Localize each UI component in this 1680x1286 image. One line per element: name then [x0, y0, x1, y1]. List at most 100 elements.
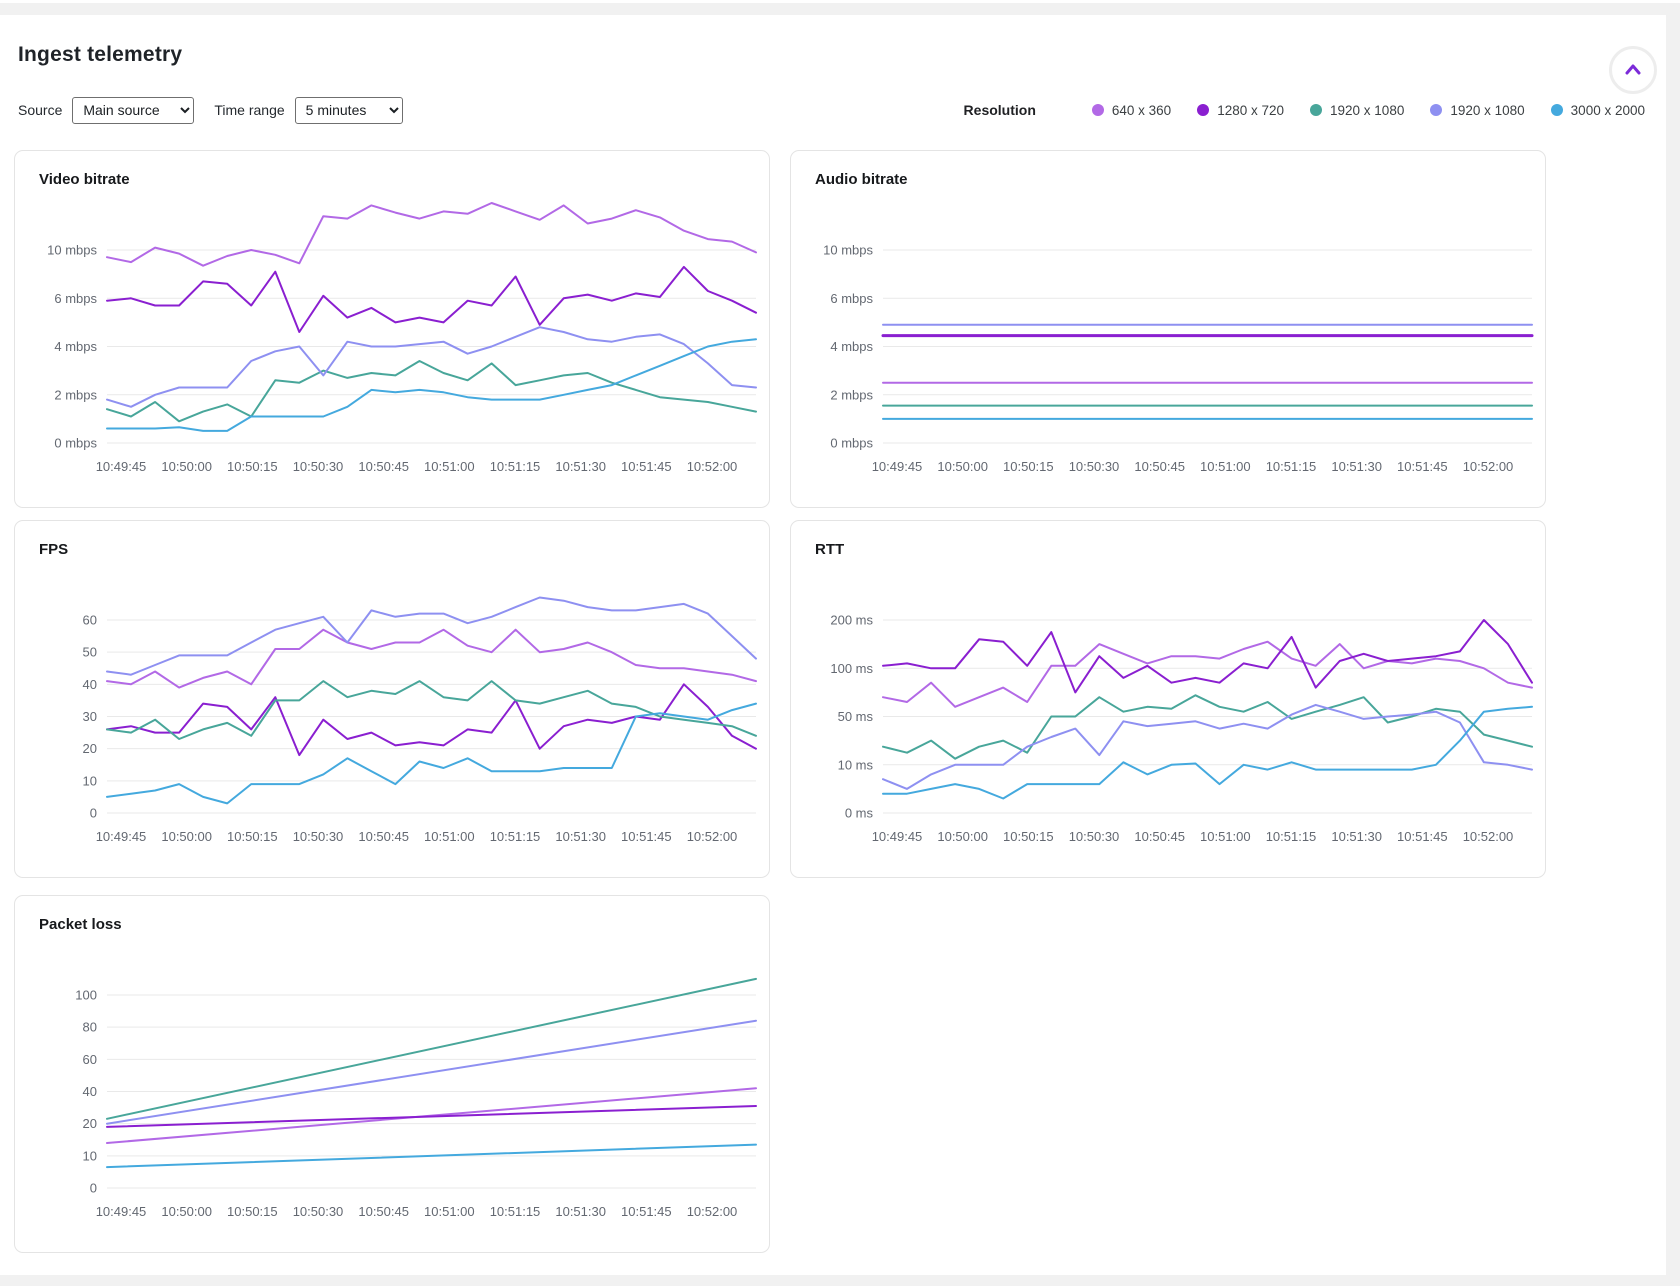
collapse-panel-button[interactable]: [1609, 46, 1657, 94]
svg-text:10:51:00: 10:51:00: [1200, 829, 1251, 844]
svg-text:2 mbps: 2 mbps: [54, 387, 97, 402]
svg-text:40: 40: [83, 677, 97, 692]
svg-text:50: 50: [83, 645, 97, 660]
svg-text:10:51:45: 10:51:45: [621, 829, 672, 844]
svg-text:10:51:45: 10:51:45: [621, 459, 672, 474]
audio-bitrate-panel: 0 mbps 2 mbps 4 mbps 6 mbps 10 mbps 10:49:45 1…: [790, 150, 1546, 508]
svg-text:10:50:30: 10:50:30: [293, 1204, 344, 1219]
page-title: Ingest telemetry: [18, 43, 183, 66]
legend-dot-icon: [1550, 104, 1563, 116]
svg-text:10:49:45: 10:49:45: [96, 1204, 147, 1219]
svg-text:10:50:00: 10:50:00: [937, 459, 988, 474]
svg-text:10:51:30: 10:51:30: [555, 459, 606, 474]
chevron-up-icon: [1621, 58, 1645, 82]
svg-text:0: 0: [90, 1181, 97, 1196]
svg-text:10:51:15: 10:51:15: [490, 829, 541, 844]
svg-text:10:50:45: 10:50:45: [358, 1204, 409, 1219]
svg-text:10:50:15: 10:50:15: [1003, 829, 1054, 844]
svg-text:10:52:00: 10:52:00: [1463, 459, 1514, 474]
svg-text:10:50:00: 10:50:00: [937, 829, 988, 844]
legend-item-1920x1080-periwinkle: 1920 x 1080: [1430, 102, 1525, 118]
svg-text:10:50:15: 10:50:15: [227, 1204, 278, 1219]
svg-text:10:49:45: 10:49:45: [872, 829, 923, 844]
svg-text:10:50:00: 10:50:00: [161, 829, 212, 844]
svg-text:200 ms: 200 ms: [830, 613, 873, 628]
svg-text:10:52:00: 10:52:00: [687, 829, 738, 844]
source-select[interactable]: Main source: [72, 96, 195, 124]
svg-text:10: 10: [83, 1148, 97, 1163]
fps-chart: 0 10 20 30 40 50 60 10:49:45 10:50:00 10:50:15 10:…: [83, 596, 757, 844]
svg-text:10:51:00: 10:51:00: [424, 459, 475, 474]
svg-text:10:51:15: 10:51:15: [490, 1204, 541, 1219]
svg-text:10:51:30: 10:51:30: [555, 1204, 606, 1219]
svg-text:10:50:00: 10:50:00: [161, 459, 212, 474]
legend-dot-icon: [1091, 104, 1104, 116]
page-top-sliver: [0, 0, 1680, 3]
rtt-chart: 0 ms 10 ms 50 ms 100 ms 200 ms 10:49:45 10:50:…: [830, 613, 1533, 844]
legend-item-label: 1920 x 1080: [1330, 102, 1405, 118]
audio-bitrate-chart: 0 mbps 2 mbps 4 mbps 6 mbps 10 mbps 10:49:45 1…: [823, 243, 1534, 474]
svg-text:10:49:45: 10:49:45: [96, 459, 147, 474]
svg-text:0 mbps: 0 mbps: [830, 436, 873, 451]
chart-title: Audio bitrate: [815, 171, 908, 188]
svg-text:10:52:00: 10:52:00: [687, 459, 738, 474]
svg-text:10:52:00: 10:52:00: [687, 1204, 738, 1219]
svg-text:10:51:45: 10:51:45: [1397, 459, 1448, 474]
rtt-panel: 0 ms 10 ms 50 ms 100 ms 200 ms 10:49:45 10:50:…: [790, 520, 1546, 878]
svg-text:60: 60: [83, 1052, 97, 1067]
resolution-legend-title: Resolution: [963, 102, 1036, 118]
svg-text:6 mbps: 6 mbps: [54, 291, 97, 306]
svg-text:10:51:30: 10:51:30: [555, 829, 606, 844]
legend-item-3000x2000: 3000 x 2000: [1550, 102, 1645, 118]
fps-panel: 0 10 20 30 40 50 60 10:49:45 10:50:00 10:50:15 10:…: [14, 520, 770, 878]
svg-text:0: 0: [90, 806, 97, 821]
source-label: Source: [18, 102, 63, 118]
svg-text:10 mbps: 10 mbps: [823, 243, 873, 258]
legend-dot-icon: [1310, 104, 1323, 116]
svg-text:10:50:15: 10:50:15: [227, 459, 278, 474]
svg-text:0 mbps: 0 mbps: [54, 436, 97, 451]
legend-dot-icon: [1197, 104, 1210, 116]
svg-text:50 ms: 50 ms: [838, 709, 874, 724]
chart-controls: Source Main source Time range 5 minutes: [18, 96, 403, 124]
svg-text:10:51:30: 10:51:30: [1331, 829, 1382, 844]
svg-text:30: 30: [83, 709, 97, 724]
svg-text:0 ms: 0 ms: [845, 806, 874, 821]
time-range-select[interactable]: 5 minutes: [294, 96, 403, 124]
svg-text:10:51:00: 10:51:00: [1200, 459, 1251, 474]
chart-title: Packet loss: [39, 916, 122, 933]
svg-text:100 ms: 100 ms: [830, 661, 873, 676]
svg-text:2 mbps: 2 mbps: [830, 387, 873, 402]
video-bitrate-chart: 0 mbps 2 mbps 4 mbps 6 mbps 10 mbps 10:49:45 1…: [47, 202, 757, 474]
svg-text:10:51:45: 10:51:45: [1397, 829, 1448, 844]
svg-text:10 mbps: 10 mbps: [47, 243, 97, 258]
svg-text:10:51:15: 10:51:15: [1266, 829, 1317, 844]
svg-text:10:50:15: 10:50:15: [1003, 459, 1054, 474]
svg-text:6 mbps: 6 mbps: [830, 291, 873, 306]
svg-text:10:49:45: 10:49:45: [96, 829, 147, 844]
svg-text:10:50:00: 10:50:00: [161, 1204, 212, 1219]
svg-text:10:50:30: 10:50:30: [1069, 459, 1120, 474]
svg-text:10: 10: [83, 773, 97, 788]
svg-text:10:50:45: 10:50:45: [358, 829, 409, 844]
time-range-label: Time range: [214, 102, 285, 118]
svg-text:20: 20: [83, 741, 97, 756]
ingest-telemetry-card: Ingest telemetry Source Main source Time…: [0, 15, 1666, 1275]
svg-text:20: 20: [83, 1116, 97, 1131]
packet-loss-chart: 0 10 20 40 60 80 100 10:49:45 10:50:00 10:50:15 10…: [75, 977, 757, 1219]
svg-text:10:50:15: 10:50:15: [227, 829, 278, 844]
svg-text:10:50:45: 10:50:45: [358, 459, 409, 474]
svg-text:10:51:15: 10:51:15: [1266, 459, 1317, 474]
video-bitrate-panel: 0 mbps 2 mbps 4 mbps 6 mbps 10 mbps 10:49:45 1…: [14, 150, 770, 508]
chart-title: Video bitrate: [39, 171, 130, 188]
packet-loss-panel: 0 10 20 40 60 80 100 10:49:45 10:50:00 10:50:15 10…: [14, 895, 770, 1253]
svg-text:10:51:30: 10:51:30: [1331, 459, 1382, 474]
svg-text:10:50:30: 10:50:30: [293, 829, 344, 844]
resolution-legend: Resolution 640 x 360 1280 x 720 1920 x 1…: [964, 101, 1645, 119]
svg-text:10 ms: 10 ms: [838, 757, 874, 772]
chart-title: FPS: [39, 541, 69, 558]
legend-item-label: 3000 x 2000: [1570, 102, 1645, 118]
legend-item-label: 1920 x 1080: [1450, 102, 1525, 118]
svg-text:40: 40: [83, 1084, 97, 1099]
legend-item-640x360: 640 x 360: [1091, 103, 1171, 118]
